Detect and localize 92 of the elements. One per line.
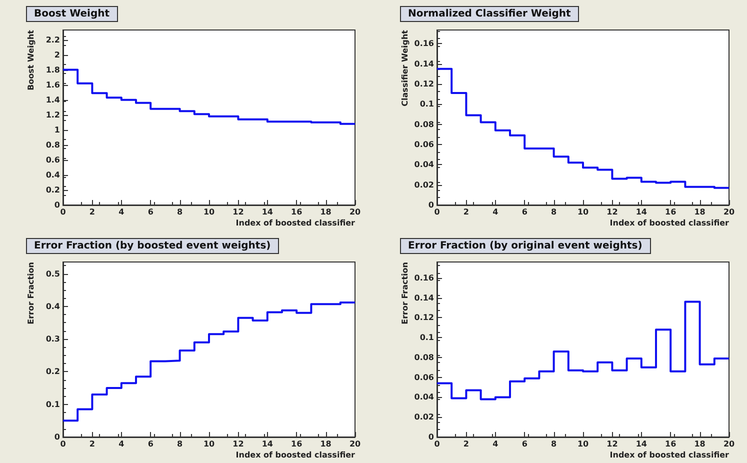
x-tick-label: 14	[636, 440, 648, 448]
x-axis-title: Index of boosted classifier	[236, 450, 356, 460]
x-tick-label: 14	[636, 208, 648, 216]
y-tick-label: 1	[54, 125, 60, 134]
x-tick-label: 2	[463, 440, 469, 448]
x-axis-title: Index of boosted classifier	[236, 218, 356, 228]
y-tick-label: 0.02	[414, 180, 434, 190]
x-tick-label: 2	[463, 208, 469, 216]
y-tick-label: 0.5	[46, 269, 60, 278]
x-tick-label: 20	[723, 440, 735, 448]
y-tick-label: 0	[428, 200, 434, 210]
x-axis-title: Index of boosted classifier	[610, 218, 730, 228]
y-tick-label: 0.08	[414, 352, 434, 362]
y-tick-label: 0.04	[414, 392, 434, 402]
y-tick-label: 0.6	[46, 155, 60, 164]
chart-title: Error Fraction (by boosted event weights)	[34, 240, 271, 252]
x-tick-label: 18	[694, 440, 706, 448]
y-axis-title: Boost Weight	[26, 30, 36, 90]
y-tick-label: 0	[428, 432, 434, 442]
y-tick-label: 0.04	[414, 160, 434, 170]
y-tick-label: 0.4	[46, 170, 60, 180]
y-tick-label: 0.1	[420, 100, 434, 109]
x-tick-label: 14	[262, 208, 274, 216]
x-tick-label: 0	[434, 208, 440, 216]
y-axis-title: Error Fraction	[26, 262, 36, 324]
y-tick-label: 2.2	[46, 35, 60, 44]
y-tick-label: 0.8	[46, 140, 60, 150]
x-tick-label: 8	[551, 440, 558, 448]
x-tick-label: 18	[694, 208, 706, 216]
x-tick-label: 12	[606, 440, 618, 448]
x-tick-label: 0	[434, 440, 440, 448]
y-tick-label: 0.14	[414, 59, 434, 68]
y-tick-label: 0.16	[414, 39, 434, 48]
y-axis-title: Error Fraction	[400, 262, 410, 324]
y-tick-label: 0.02	[414, 412, 434, 422]
x-tick-label: 2	[89, 208, 95, 216]
x-tick-label: 4	[492, 208, 499, 216]
y-tick-label: 0.12	[414, 79, 434, 88]
x-tick-label: 8	[177, 440, 184, 448]
x-tick-label: 16	[665, 440, 677, 448]
x-tick-label: 4	[118, 440, 125, 448]
y-tick-label: 0.06	[414, 372, 434, 382]
x-tick-label: 10	[577, 208, 589, 216]
y-tick-label: 0.14	[414, 293, 434, 302]
x-tick-label: 0	[60, 440, 66, 448]
y-tick-label: 1.2	[46, 110, 60, 120]
x-axis-title: Index of boosted classifier	[610, 450, 730, 460]
x-tick-label: 8	[177, 208, 184, 216]
x-tick-label: 10	[203, 208, 215, 216]
x-tick-label: 12	[606, 208, 618, 216]
y-tick-label: 0.1	[420, 333, 434, 342]
x-tick-label: 18	[320, 440, 332, 448]
y-tick-label: 0	[54, 432, 60, 442]
x-tick-label: 20	[349, 208, 361, 216]
y-axis-title: Classifier Weight	[400, 30, 410, 106]
y-tick-label: 2	[54, 50, 60, 60]
chart-title: Error Fraction (by original event weights)	[408, 240, 642, 252]
y-tick-label: 0.2	[46, 367, 60, 376]
y-tick-label: 0.2	[46, 185, 60, 194]
x-tick-label: 14	[262, 440, 274, 448]
y-tick-label: 0.16	[414, 273, 434, 282]
y-tick-label: 1.6	[46, 80, 60, 90]
x-tick-label: 6	[148, 440, 154, 448]
x-tick-label: 16	[291, 440, 303, 448]
y-tick-label: 0.08	[414, 120, 434, 129]
x-tick-label: 20	[723, 208, 735, 216]
y-tick-label: 0.4	[46, 302, 60, 311]
y-tick-label: 0.3	[46, 334, 60, 344]
x-tick-label: 6	[522, 208, 528, 216]
y-tick-label: 0	[54, 200, 60, 210]
x-tick-label: 20	[349, 440, 361, 448]
x-tick-label: 18	[320, 208, 332, 216]
x-tick-label: 6	[522, 440, 528, 448]
x-tick-label: 12	[232, 440, 244, 448]
chart-title: Boost Weight	[34, 8, 110, 20]
y-tick-label: 0.1	[46, 400, 60, 409]
x-tick-label: 6	[148, 208, 154, 216]
x-tick-label: 16	[291, 208, 303, 216]
y-tick-label: 1.4	[46, 95, 60, 104]
x-tick-label: 4	[118, 208, 125, 216]
x-tick-label: 2	[89, 440, 95, 448]
y-tick-label: 1.8	[46, 65, 60, 74]
x-tick-label: 0	[60, 208, 66, 216]
x-tick-label: 10	[577, 440, 589, 448]
x-tick-label: 4	[492, 440, 499, 448]
x-tick-label: 12	[232, 208, 244, 216]
y-tick-label: 0.12	[414, 313, 434, 322]
chart-title: Normalized Classifier Weight	[408, 8, 572, 20]
x-tick-label: 8	[551, 208, 558, 216]
y-tick-label: 0.06	[414, 140, 434, 149]
x-tick-label: 10	[203, 440, 215, 448]
x-tick-label: 16	[665, 208, 677, 216]
